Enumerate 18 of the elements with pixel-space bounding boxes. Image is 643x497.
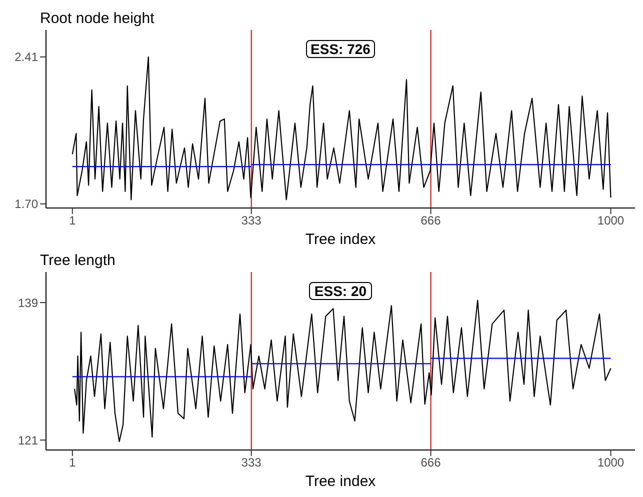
chart-title: Root node height — [40, 10, 154, 27]
x-tick-label: 1 — [69, 214, 76, 228]
y-tick-label: 121 — [18, 433, 38, 448]
x-tick-label: 666 — [420, 456, 442, 470]
annotation: ESS: 726 — [306, 40, 376, 58]
chart-title: Tree length — [40, 252, 116, 269]
x-tick-label: 666 — [420, 214, 442, 228]
x-axis-title: Tree index — [305, 473, 376, 490]
x-tick-label: 1000 — [597, 456, 624, 470]
x-axis-title: Tree index — [305, 231, 376, 248]
x-tick-label: 333 — [241, 456, 262, 470]
x-tick-label: 333 — [241, 214, 262, 228]
y-tick-label: 1.70 — [14, 197, 38, 212]
y-tick-label: 2.41 — [14, 50, 38, 64]
y-tick-label: 139 — [18, 296, 38, 310]
annotation: ESS: 20 — [309, 282, 372, 300]
x-tick-label: 1000 — [597, 214, 624, 228]
x-tick-label: 1 — [69, 456, 76, 470]
